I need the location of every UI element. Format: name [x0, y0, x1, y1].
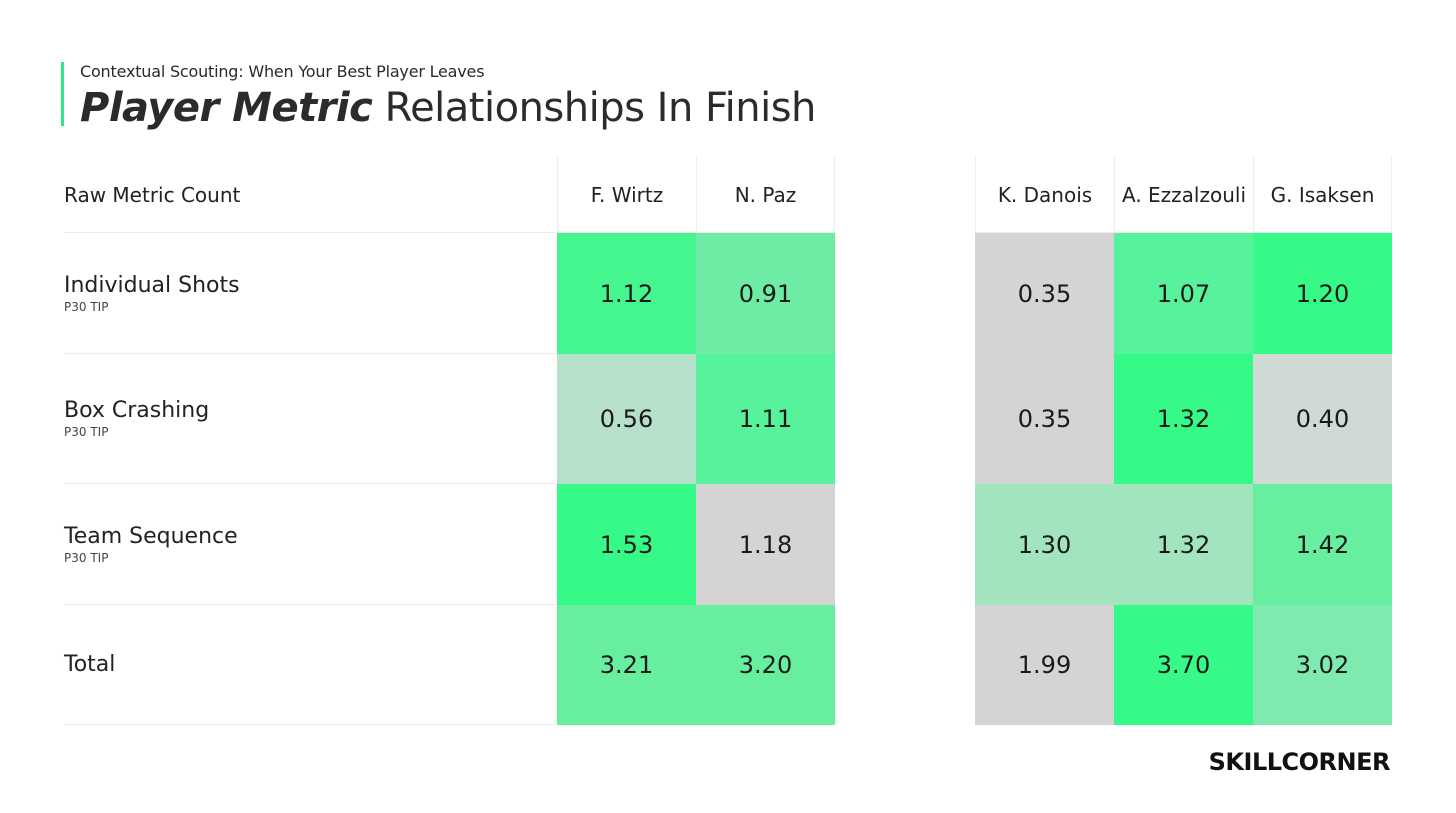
player-column-header: A. Ezzalzouli [1114, 157, 1253, 233]
row-label: Team Sequence P30 TIP [64, 484, 556, 605]
heatmap-cell: 1.11 [696, 354, 835, 484]
player-column-header: K. Danois [975, 157, 1114, 233]
row-sublabel: P30 TIP [64, 550, 109, 565]
row-label: Total [64, 605, 556, 725]
heatmap-cell: 1.42 [1253, 484, 1392, 605]
row-label-text: Box Crashing [64, 398, 210, 423]
chart-header: Contextual Scouting: When Your Best Play… [61, 62, 816, 130]
chart-subtitle: Contextual Scouting: When Your Best Play… [80, 62, 485, 81]
heatmap-cell: 1.32 [1114, 354, 1253, 484]
heatmap-cell: 1.18 [696, 484, 835, 605]
heatmap-cell: 1.07 [1114, 233, 1253, 354]
heatmap-cell: 0.35 [975, 233, 1114, 354]
player-column-header: N. Paz [696, 157, 835, 233]
row-sublabel: P30 TIP [64, 425, 109, 439]
chart-title: Player Metric Relationships In Finish [80, 86, 816, 130]
heatmap-cell: 0.56 [557, 354, 696, 484]
heatmap-cell: 1.32 [1114, 484, 1253, 605]
heatmap-cell: 1.53 [557, 484, 696, 605]
row-label-text: Team Sequence [64, 523, 238, 549]
heatmap-cell: 0.35 [975, 354, 1114, 484]
heatmap-cell: 0.91 [696, 233, 835, 354]
heatmap-cell: 3.02 [1253, 605, 1392, 725]
heatmap-cell: 3.20 [696, 605, 835, 725]
row-label-text: Total [64, 651, 116, 677]
player-column-header: G. Isaksen [1253, 157, 1392, 233]
row-label: Box Crashing P30 TIP [64, 354, 556, 484]
row-label: Individual Shots P30 TIP [64, 233, 556, 354]
heatmap-cell: 0.40 [1253, 354, 1392, 484]
row-sublabel: P30 TIP [64, 299, 109, 314]
heatmap-cell: 3.70 [1114, 605, 1253, 725]
corner-label: Raw Metric Count [64, 157, 556, 233]
heatmap-cell: 1.30 [975, 484, 1114, 605]
chart-title-bold: Player Metric [80, 85, 373, 131]
heatmap-cell: 1.99 [975, 605, 1114, 725]
player-column-header: F. Wirtz [557, 157, 696, 233]
heatmap-cell: 1.12 [557, 233, 696, 354]
row-label-text: Individual Shots [64, 272, 240, 298]
chart-title-rest: Relationships In Finish [384, 85, 817, 131]
heatmap-cell: 1.20 [1253, 233, 1392, 354]
heatmap-cell: 3.21 [557, 605, 696, 725]
skillcorner-logo: SKILLCORNER [1208, 748, 1391, 776]
